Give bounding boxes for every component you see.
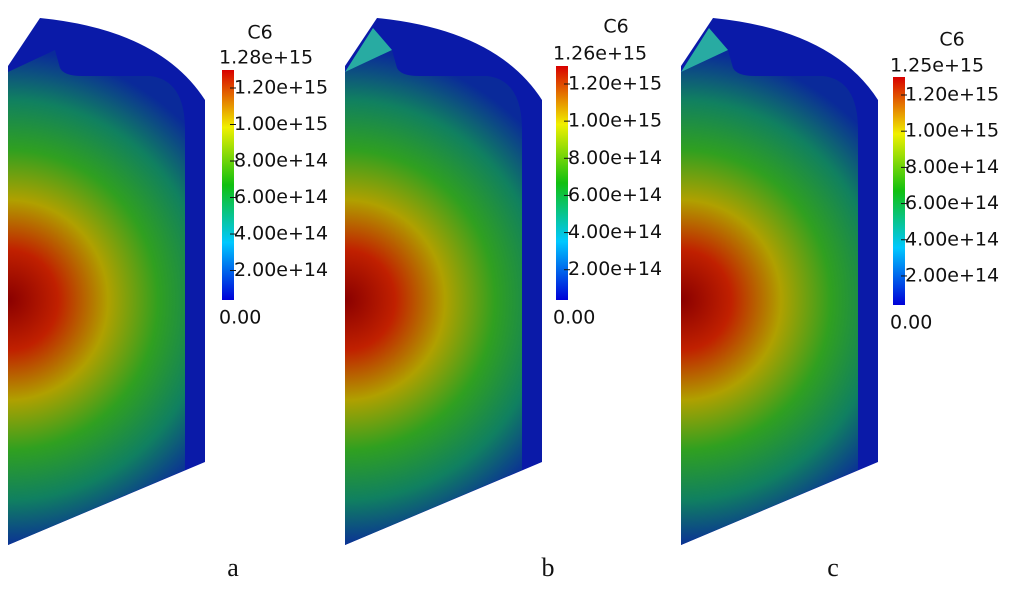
corner-patch [345, 28, 392, 72]
colorbar-max: 1.26e+15 [553, 43, 647, 65]
colorbar-tick-label: 6.00e+14 [905, 192, 999, 214]
colorbar-tick-label: 1.20e+15 [234, 77, 328, 99]
inner-body [8, 50, 185, 545]
colorbar-tick-label: 1.00e+15 [568, 110, 662, 132]
colorbar-tick-label: 1.00e+15 [905, 120, 999, 142]
colorbar-tick-label: 8.00e+14 [234, 150, 328, 172]
colorbar [893, 77, 905, 305]
colorbar-tick-label: 6.00e+14 [234, 186, 328, 208]
colorbar-title: C6 [247, 22, 272, 44]
colorbar-tick-label: 1.20e+15 [568, 73, 662, 95]
colorbar-tick-label: 4.00e+14 [905, 228, 999, 250]
colorbar-max: 1.28e+15 [219, 47, 313, 69]
colorbar-tick-label: 4.00e+14 [234, 223, 328, 245]
inner-body [345, 50, 522, 545]
colorbar-min: 0.00 [890, 312, 932, 334]
panel-caption: c [827, 553, 839, 582]
colorbar-tick-label: 8.00e+14 [905, 156, 999, 178]
colorbar-tick-label: 1.20e+15 [905, 84, 999, 106]
colorbar-max: 1.25e+15 [890, 55, 984, 77]
panel-caption: a [227, 553, 239, 582]
colorbar-tick-label: 4.00e+14 [568, 221, 662, 243]
colorbar-title: C6 [939, 29, 964, 51]
colorbar-tick-label: 2.00e+14 [234, 259, 328, 281]
colorbar-min: 0.00 [219, 307, 261, 329]
colorbar-tick-label: 2.00e+14 [905, 264, 999, 286]
colorbar-min: 0.00 [553, 307, 595, 329]
colorbar [556, 66, 568, 300]
corner-patch [681, 28, 728, 72]
inner-body [681, 50, 858, 545]
colorbar [222, 70, 234, 300]
colorbar-tick-label: 2.00e+14 [568, 258, 662, 280]
colorbar-tick-label: 8.00e+14 [568, 147, 662, 169]
colorbar-tick-label: 6.00e+14 [568, 184, 662, 206]
panel-caption: b [542, 553, 555, 582]
colorbar-title: C6 [603, 16, 628, 38]
colorbar-tick-label: 1.00e+15 [234, 113, 328, 135]
